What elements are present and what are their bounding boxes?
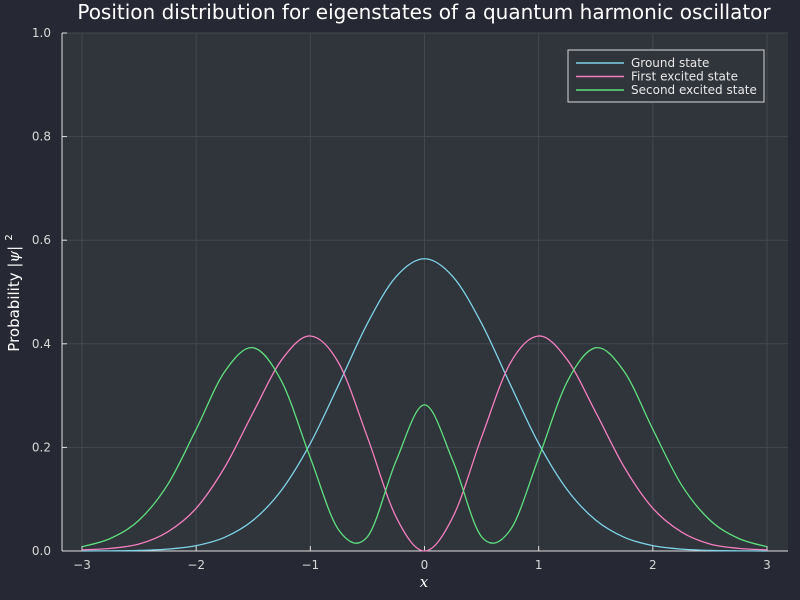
y-tick-label: 0.0 — [32, 544, 51, 558]
y-tick-label: 0.4 — [32, 337, 51, 351]
y-tick-label: 0.2 — [32, 440, 51, 454]
series-lines — [81, 258, 768, 552]
y-axis-label-prefix: Probability — [5, 268, 23, 352]
x-tick-label: −3 — [73, 558, 91, 572]
y-tick-label: 1.0 — [32, 26, 51, 40]
x-tick-label: −1 — [301, 558, 319, 572]
x-tick-label: 1 — [535, 558, 543, 572]
x-tick-label: −2 — [187, 558, 205, 572]
y-tick-label: 0.8 — [32, 130, 51, 144]
x-tick-label: 2 — [649, 558, 657, 572]
tick-labels: −3 −2 −1 0 1 2 3 0.0 0.2 0.4 0.6 0.8 1.0 — [32, 26, 771, 572]
x-tick-label: 3 — [763, 558, 771, 572]
chart-title: Position distribution for eigenstates of… — [77, 0, 771, 24]
y-axis-label-symbol: |ψ| — [5, 246, 23, 268]
y-axis-label: Probability |ψ| 2 — [4, 234, 23, 351]
x-axis-label: x — [420, 573, 429, 591]
legend-label-2: First excited state — [631, 70, 738, 84]
series-line-3 — [81, 347, 768, 548]
x-tick-label: 0 — [421, 558, 429, 572]
y-tick-label: 0.6 — [32, 233, 51, 247]
series-line-1 — [81, 258, 768, 552]
y-axis-label-exponent: 2 — [4, 234, 15, 240]
series-line-2 — [81, 335, 768, 552]
legend-label-3: Second excited state — [631, 83, 757, 97]
legend-label-1: Ground state — [631, 56, 709, 70]
